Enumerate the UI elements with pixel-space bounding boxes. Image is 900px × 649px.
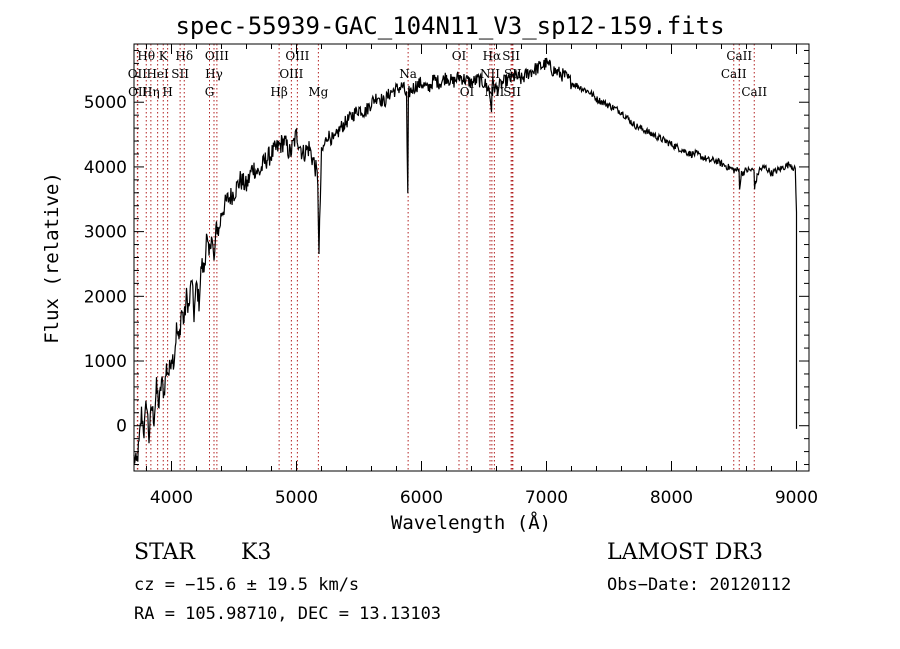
line-label-24: SII bbox=[503, 85, 521, 99]
x-tick-label: 4000 bbox=[150, 488, 193, 508]
line-label-1: OII bbox=[128, 67, 148, 81]
line-label-25: CaII bbox=[726, 49, 752, 63]
line-label-12: Hβ bbox=[270, 85, 287, 99]
line-label-11: G bbox=[205, 85, 215, 99]
y-tick-label: 1000 bbox=[84, 352, 127, 372]
line-label-10: Hγ bbox=[205, 67, 223, 81]
line-label-9: OIII bbox=[205, 49, 229, 63]
line-label-19: Hα bbox=[483, 49, 502, 63]
line-label-8: Hδ bbox=[175, 49, 193, 63]
x-axis-ticks: 4000 5000 6000 7000 8000 9000 bbox=[146, 44, 818, 508]
object-subclass: K3 bbox=[241, 540, 272, 565]
object-class: STAR bbox=[134, 540, 195, 565]
line-label-7: SII bbox=[171, 67, 189, 81]
y-tick-label: 5000 bbox=[84, 93, 127, 113]
line-label-20: NII bbox=[480, 67, 500, 81]
chart-title: spec-55939-GAC_104N11_V3_sp12-159.fits bbox=[175, 12, 725, 40]
plot-frame bbox=[133, 43, 810, 472]
x-tick-label: 8000 bbox=[650, 488, 693, 508]
line-label-5: K bbox=[159, 49, 169, 63]
line-label-15: Mg bbox=[308, 85, 328, 99]
line-label-3: Hη bbox=[142, 85, 160, 99]
line-label-4: HeI bbox=[146, 67, 169, 81]
line-label-26: CaII bbox=[721, 67, 747, 81]
line-label-17: OI bbox=[452, 49, 467, 63]
line-label-16: Na bbox=[399, 67, 417, 81]
spectrum-line bbox=[133, 57, 798, 464]
redshift-cz: cz = −15.6 ± 19.5 km/s bbox=[134, 575, 360, 595]
x-axis-label: Wavelength (Å) bbox=[391, 511, 551, 534]
y-axis-ticks: 0 1000 2000 3000 4000 5000 bbox=[84, 49, 809, 466]
line-label-0: Hθ bbox=[137, 49, 155, 63]
y-axis-label: Flux (relative) bbox=[41, 172, 63, 344]
y-tick-label: 2000 bbox=[84, 287, 127, 307]
line-label-2: OII bbox=[128, 85, 148, 99]
x-tick-label: 7000 bbox=[525, 488, 568, 508]
y-tick-label: 0 bbox=[116, 417, 127, 437]
data-release: LAMOST DR3 bbox=[607, 540, 763, 565]
x-tick-label: 5000 bbox=[275, 488, 318, 508]
line-label-6: H bbox=[162, 85, 172, 99]
x-tick-label: 6000 bbox=[400, 488, 443, 508]
line-label-18: OI bbox=[460, 85, 475, 99]
observation-date: Obs−Date: 20120112 bbox=[607, 575, 792, 595]
line-label-27: CaII bbox=[741, 85, 767, 99]
y-tick-label: 4000 bbox=[84, 158, 127, 178]
y-tick-label: 3000 bbox=[84, 223, 127, 243]
line-label-22: SII bbox=[502, 49, 520, 63]
spectral-line-markers bbox=[136, 44, 755, 471]
coordinates: RA = 105.98710, DEC = 13.13103 bbox=[134, 604, 442, 624]
line-label-13: OIII bbox=[279, 67, 303, 81]
line-label-14: OIII bbox=[285, 49, 309, 63]
x-tick-label: 9000 bbox=[775, 488, 818, 508]
